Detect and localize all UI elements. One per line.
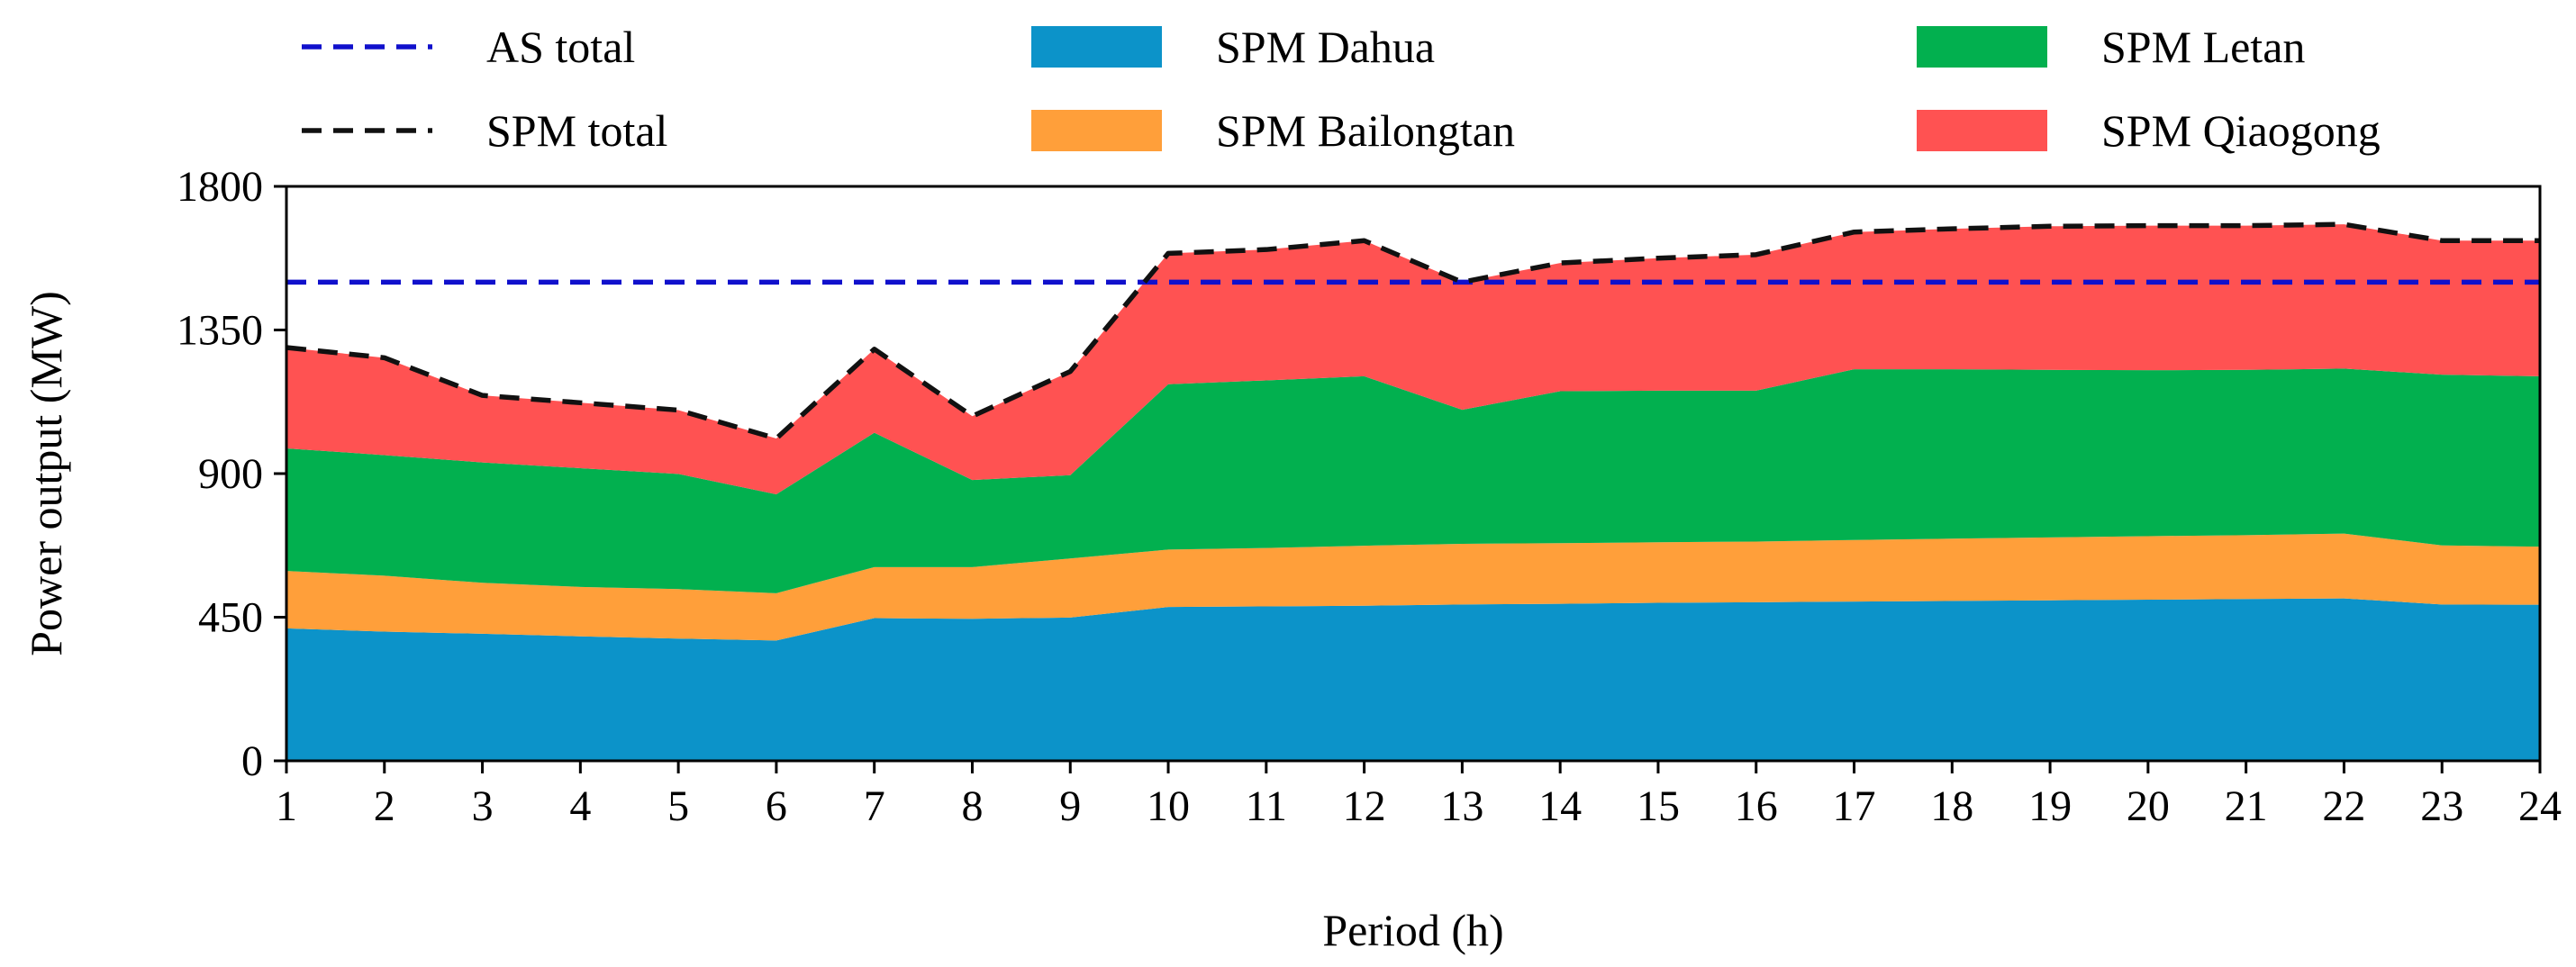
- line-spm-total: [286, 221, 2540, 441]
- legend-label-spm-total: SPM total: [486, 105, 667, 156]
- axes: 1 2 3 4 5 6 7 8 9 10 11 12 13 14 15 16 17 18 19 20 21 22 23 240…: [177, 163, 2562, 830]
- x-tick-label: 10: [1147, 782, 1190, 830]
- x-tick-label: 1: [276, 782, 297, 830]
- legend-swatch-spm-letan: [1917, 26, 2047, 68]
- x-tick-label: 2: [374, 782, 395, 830]
- legend-label-spm-dahua: SPM Dahua: [1216, 22, 1435, 72]
- x-tick-label: 19: [2028, 782, 2072, 830]
- x-tick-label: 21: [2225, 782, 2268, 830]
- x-axis-title: Period (h): [1322, 905, 1503, 955]
- y-axis-title: Power output (MW): [21, 291, 71, 656]
- y-tick-label: 0: [241, 737, 263, 785]
- x-tick-label: 13: [1440, 782, 1483, 830]
- legend-swatch-spm-bailongtan: [1031, 110, 1162, 151]
- y-tick-label: 1350: [177, 307, 263, 355]
- y-tick-label: 450: [198, 594, 263, 642]
- legend-label-as-total: AS total: [486, 22, 635, 72]
- area-spm-qiaogong: [286, 224, 2540, 495]
- x-tick-label: 16: [1735, 782, 1778, 830]
- y-tick-label: 1800: [177, 163, 263, 211]
- x-tick-label: 17: [1833, 782, 1876, 830]
- x-tick-label: 5: [667, 782, 689, 830]
- x-tick-label: 12: [1343, 782, 1386, 830]
- x-tick-label: 4: [569, 782, 591, 830]
- x-tick-label: 20: [2127, 782, 2170, 830]
- x-tick-label: 8: [961, 782, 983, 830]
- x-tick-label: 14: [1538, 782, 1582, 830]
- legend-label-spm-bailongtan: SPM Bailongtan: [1216, 105, 1515, 156]
- x-tick-label: 23: [2420, 782, 2463, 830]
- x-tick-label: 18: [1930, 782, 1973, 830]
- x-tick-label: 24: [2518, 782, 2562, 830]
- area-spm-bailongtan: [286, 533, 2540, 641]
- x-tick-label: 11: [1246, 782, 1287, 830]
- y-tick-label: 900: [198, 450, 263, 498]
- line-layer: [286, 221, 2540, 441]
- x-tick-label: 3: [472, 782, 494, 830]
- x-tick-label: 7: [864, 782, 885, 830]
- legend: AS total SPM Dahua SPM Letan SPM total SPM B…: [302, 22, 2381, 156]
- area-spm-dahua: [286, 598, 2540, 761]
- x-tick-label: 6: [766, 782, 787, 830]
- legend-label-spm-letan: SPM Letan: [2101, 22, 2305, 72]
- legend-label-spm-qiaogong: SPM Qiaogong: [2101, 105, 2381, 156]
- area-layer: [286, 224, 2540, 761]
- legend-swatch-spm-dahua: [1031, 26, 1162, 68]
- legend-swatch-spm-qiaogong: [1917, 110, 2047, 151]
- x-tick-label: 9: [1059, 782, 1081, 830]
- x-tick-label: 22: [2322, 782, 2365, 830]
- x-tick-label: 15: [1637, 782, 1680, 830]
- area-spm-letan: [286, 368, 2540, 593]
